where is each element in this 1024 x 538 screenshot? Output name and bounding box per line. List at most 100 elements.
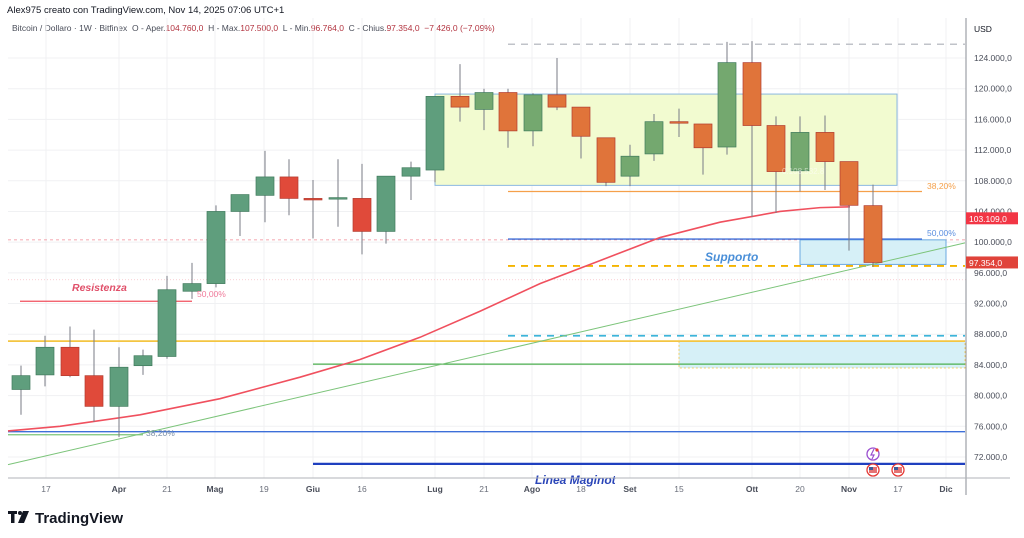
candle-body [644, 121, 664, 155]
candle-body [206, 211, 226, 284]
candle-body [474, 92, 494, 110]
candle-body [742, 62, 762, 126]
last-price-badge-text: 97.354,0 [969, 258, 1002, 268]
candle-body [109, 366, 129, 407]
candle-body [790, 132, 810, 172]
lightning-event-icon[interactable] [866, 447, 880, 461]
time-tick-label: 17 [893, 484, 903, 494]
price-tick-label: 112.000,0 [974, 145, 1011, 155]
candlesticks [11, 41, 883, 438]
price-tick-label: 88.000,0 [974, 329, 1007, 339]
time-tick-label: Ott [746, 484, 758, 494]
ma-value-badge [966, 212, 1018, 225]
time-tick-label: Mag [207, 484, 224, 494]
drawing-labels: Resistenza Supporto Linea Maginot 50,00%… [72, 167, 956, 487]
high-label: H - Max. [208, 23, 241, 33]
candle-body [839, 161, 859, 206]
time-tick-label: Apr [112, 484, 127, 494]
candle-body [596, 137, 616, 183]
currency-label: USD [974, 24, 992, 34]
price-tick-label: 84.000,0 [974, 360, 1007, 370]
price-tick-label: 72.000,0 [974, 452, 1007, 462]
candle-body [328, 197, 348, 200]
open-value: 104.760,0 [165, 23, 204, 33]
ohlc-legend: Bitcoin / Dollaro · 1W · Bitfinex O - Ap… [12, 23, 495, 33]
candle-body [815, 132, 835, 162]
price-axis[interactable]: USD 124.000,0 120.000,0 116.000,0 112.000,0… [965, 18, 1018, 495]
price-tick-label: 104.000,0 [974, 206, 1012, 216]
time-tick-label: Ago [524, 484, 541, 494]
indicator-lines [7, 206, 966, 466]
fib-50-right-label: 50,00% [927, 228, 956, 238]
last-price-badge [966, 256, 1018, 269]
time-tick-label: 20 [795, 484, 805, 494]
tradingview-brand: TradingView [35, 510, 124, 527]
close-value: 97.354,0 [386, 23, 420, 33]
candle-body [717, 62, 737, 148]
price-tick-label: 76.000,0 [974, 421, 1007, 431]
tradingview-logo[interactable]: TradingView [8, 510, 123, 527]
low-label: L - Min. [282, 23, 311, 33]
candle-body [303, 198, 323, 201]
candle-body [669, 121, 689, 124]
price-tick-label: 92.000,0 [974, 299, 1007, 309]
range-watermark-label: 0.108.532.8 [782, 167, 825, 176]
time-axis[interactable]: 17 Apr 21 Mag 19 Giu 16 Lug 21 Ago 18 Set 15 Ott 20 Nov… [8, 477, 1010, 494]
candle-body [498, 92, 518, 132]
fib-382-left-label: 38,20% [146, 428, 175, 438]
time-tick-label: 19 [259, 484, 269, 494]
resistenza-label: Resistenza [72, 282, 127, 294]
candle-body [620, 155, 640, 177]
candle-body [523, 94, 543, 132]
candle-body [279, 176, 299, 199]
time-tick-label: Nov [841, 484, 857, 494]
candle-body [401, 167, 421, 177]
price-tick-label: 80.000,0 [974, 391, 1007, 401]
time-tick-label: 21 [162, 484, 172, 494]
symbol-label[interactable]: Bitcoin / Dollaro · 1W · Bitfinex [12, 23, 128, 33]
time-tick-label: 15 [674, 484, 684, 494]
change-value: −7.426,0 (−7,09%) [424, 23, 495, 33]
high-value: 107.500,0 [240, 23, 279, 33]
time-tick-label: Giu [306, 484, 320, 494]
candle-body [450, 96, 470, 108]
attribution-text: Alex975 creato con TradingView.com, Nov … [7, 5, 285, 16]
tradingview-logo-icon [8, 510, 30, 527]
open-label: O - Aper. [132, 23, 166, 33]
chart-grid [8, 18, 966, 478]
candle-body [766, 125, 786, 172]
candle-body [230, 194, 250, 212]
candle-body [182, 283, 202, 292]
candle-body [352, 198, 372, 232]
fib-382-right-label: 38,20% [927, 181, 956, 191]
price-tick-label: 116.000,0 [974, 114, 1011, 124]
price-tick-label: 124.000,0 [974, 53, 1012, 63]
price-tick-label: 108.000,0 [974, 176, 1012, 186]
candle-body [157, 289, 177, 357]
event-markers[interactable] [866, 447, 905, 477]
candle-body [11, 375, 31, 390]
candle-body [376, 175, 396, 232]
candle-body [84, 375, 104, 407]
low-value: 96.764,0 [310, 23, 344, 33]
candle-body [133, 355, 153, 367]
time-tick-label: 16 [357, 484, 367, 494]
candle-body [425, 96, 445, 171]
price-tick-label: 120.000,0 [974, 84, 1012, 94]
candle-body [35, 346, 55, 376]
candle-body [693, 123, 713, 149]
supporto-label: Supporto [705, 250, 758, 264]
us-flag-event-icon[interactable] [866, 463, 880, 477]
price-tick-label: 100.000,0 [974, 237, 1012, 247]
time-tick-label: 18 [576, 484, 586, 494]
trendline [7, 242, 966, 466]
time-tick-label: 17 [41, 484, 51, 494]
horizontal-levels [8, 43, 965, 466]
time-tick-label: Lug [427, 484, 443, 494]
candle-body [255, 176, 275, 196]
close-label: C - Chius. [348, 23, 387, 33]
candle-body [547, 94, 567, 108]
linea-maginot-label: Linea Maginot [535, 473, 617, 487]
us-flag-event-icon-2[interactable] [891, 463, 905, 477]
